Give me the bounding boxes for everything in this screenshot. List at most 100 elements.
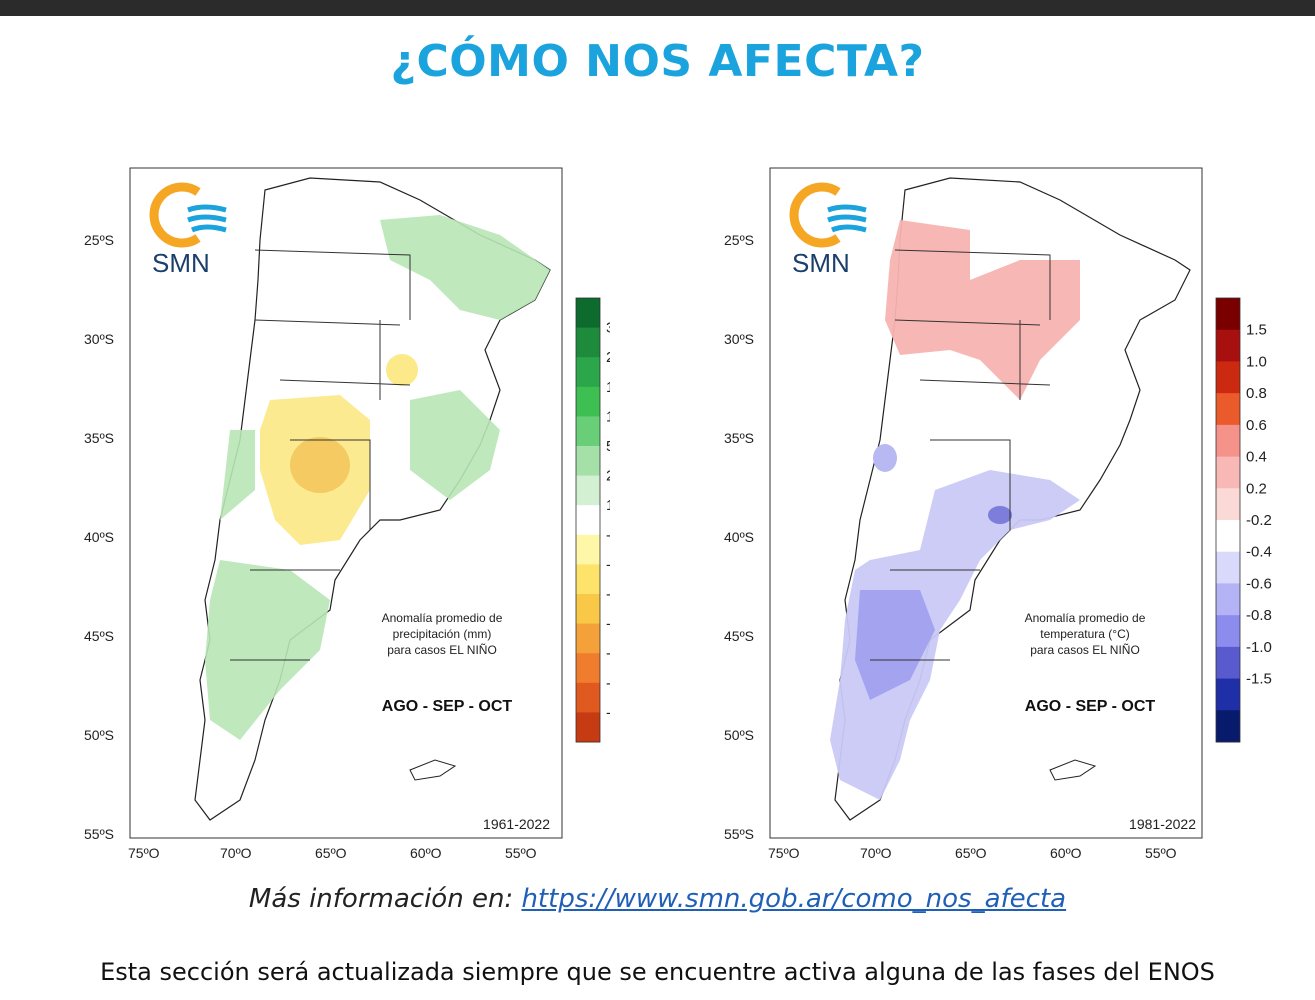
more-info-link[interactable]: https://www.smn.gob.ar/como_nos_afecta (521, 884, 1067, 914)
colorbar-tick-label: -0.4 (1246, 544, 1272, 561)
legend-title-line: Anomalía promedio de (382, 611, 503, 625)
colorbar-swatch (576, 594, 600, 625)
temperature-colorbar: 1.5 1.0 0.8 0.6 0.4 0.2 -0.2 -0.4 -0.6 -0.8 -1.0 -1… (1215, 297, 1272, 743)
smn-label: SMN (152, 248, 210, 278)
colorbar-swatch (1216, 456, 1240, 489)
colorbar-tick-label: -0.2 (1246, 512, 1272, 529)
colorbar-tick-label: 0.2 (1246, 480, 1267, 497)
lat-tick: 45ºS (724, 628, 754, 644)
colorbar-swatch (1216, 393, 1240, 426)
colorbar-tick-label: -50 (606, 586, 610, 603)
colorbar-swatch (576, 505, 600, 536)
colorbar-tick-label: 1.5 (1246, 322, 1267, 339)
colorbar-swatch (576, 416, 600, 447)
precipitation-map: 25ºS 30ºS 35ºS 40ºS 45ºS 50ºS 55ºS 75ºO … (84, 167, 610, 861)
colorbar-swatch (576, 475, 600, 506)
colorbar-tick-label: -10 (606, 527, 610, 544)
colorbar-swatch (1216, 583, 1240, 616)
period-label: 1981-2022 (1129, 816, 1196, 832)
colorbar-tick-label: -300 (606, 704, 610, 721)
colorbar-tick-label: -0.8 (1246, 607, 1272, 624)
colorbar-swatch (1216, 710, 1240, 743)
colorbar-border (575, 297, 601, 743)
colorbar-tick-label: 200 (606, 349, 610, 366)
season-label: AGO - SEP - OCT (1025, 698, 1156, 715)
lat-tick: 35ºS (84, 430, 114, 446)
colorbar-swatch (576, 712, 600, 743)
colorbar-tick-label: -25 (606, 556, 610, 573)
lon-tick: 75ºO (768, 845, 800, 861)
lat-tick: 45ºS (84, 628, 114, 644)
colorbar-swatch (1216, 298, 1240, 331)
colorbar-swatch (576, 534, 600, 565)
colorbar-tick-label: 100 (606, 408, 610, 425)
colorbar-swatch (1216, 424, 1240, 458)
lon-tick: 65ºO (955, 845, 987, 861)
lon-tick: 70ºO (220, 845, 252, 861)
legend-title-line: para casos EL NIÑO (387, 643, 497, 657)
lon-axis: 75ºO 70ºO 65ºO 60ºO 55ºO (768, 845, 1177, 861)
colorbar-tick-label: 10 (606, 497, 610, 514)
lat-tick: 40ºS (724, 529, 754, 545)
colorbar-swatch (1216, 329, 1240, 362)
smn-logo: SMN (789, 182, 867, 278)
legend-title-line: para casos EL NIÑO (1030, 643, 1140, 657)
colorbar-swatch (576, 682, 600, 713)
update-note: Esta sección será actualizada siempre qu… (100, 958, 1215, 986)
colorbar-tick-label: 0.8 (1246, 385, 1267, 402)
colorbar-tick-label: 0.4 (1246, 449, 1267, 466)
colorbar-tick-label: -1.0 (1246, 639, 1272, 656)
lon-tick: 55ºO (505, 845, 537, 861)
colorbar-swatch (576, 298, 600, 329)
lon-tick: 65ºO (315, 845, 347, 861)
more-info-prefix: Más información en: (248, 884, 522, 914)
legend-title-line: Anomalía promedio de (1025, 611, 1146, 625)
colorbar-swatch (1216, 678, 1240, 711)
precipitation-map-panel: 25ºS 30ºS 35ºS 40ºS 45ºS 50ºS 55ºS 75ºO … (80, 160, 610, 870)
colorbar-tick-label: -100 (606, 616, 610, 633)
legend-title-line: temperatura (°C) (1040, 627, 1130, 641)
colorbar-swatch (1216, 615, 1240, 648)
colorbar-tick-label: 25 (606, 468, 610, 485)
top-bar (0, 0, 1315, 16)
temperature-map: 25ºS 30ºS 35ºS 40ºS 45ºS 50ºS 55ºS 75ºO … (724, 167, 1272, 861)
smn-logo: SMN (149, 182, 227, 278)
lat-tick: 50ºS (84, 727, 114, 743)
period-label: 1961-2022 (483, 816, 550, 832)
colorbar-border (1215, 297, 1241, 743)
colorbar-tick-label: 1.0 (1246, 353, 1267, 370)
lat-tick: 25ºS (84, 232, 114, 248)
colorbar-swatch (1216, 646, 1240, 680)
colorbar-tick-label: -150 (606, 645, 610, 662)
page-title: ¿CÓMO NOS AFECTA? (390, 36, 925, 87)
colorbar-swatch (576, 357, 600, 388)
colorbar-swatch (576, 564, 600, 595)
precipitation-colorbar: 300 200 150 100 50 25 10 -10 -25 -50 -100 -150 -200 -… (575, 297, 610, 743)
colorbar-swatch (1216, 361, 1240, 394)
colorbar-swatch (1216, 551, 1240, 584)
colorbar-swatch (576, 446, 600, 477)
lat-axis: 25ºS 30ºS 35ºS 40ºS 45ºS 50ºS 55ºS (724, 232, 754, 842)
lon-axis: 75ºO 70ºO 65ºO 60ºO 55ºO (128, 845, 537, 861)
lon-tick: 60ºO (410, 845, 442, 861)
smn-label: SMN (792, 248, 850, 278)
colorbar-swatch (576, 653, 600, 684)
colorbar-swatch (1216, 520, 1240, 553)
lon-tick: 55ºO (1145, 845, 1177, 861)
colorbar-tick-label: -1.5 (1246, 671, 1272, 688)
season-label: AGO - SEP - OCT (382, 698, 513, 715)
lon-tick: 60ºO (1050, 845, 1082, 861)
temperature-map-panel: 25ºS 30ºS 35ºS 40ºS 45ºS 50ºS 55ºS 75ºO … (720, 160, 1280, 870)
colorbar-tick-label: -0.6 (1246, 575, 1272, 592)
lat-tick: 50ºS (724, 727, 754, 743)
lat-tick: 30ºS (84, 331, 114, 347)
legend-title-line: precipitación (mm) (393, 627, 492, 641)
lat-tick: 30ºS (724, 331, 754, 347)
colorbar-swatch (576, 623, 600, 654)
lat-tick: 40ºS (84, 529, 114, 545)
colorbar-swatch (576, 327, 600, 358)
lat-tick: 55ºS (724, 826, 754, 842)
colorbar-swatch (576, 386, 600, 417)
colorbar-tick-label: 150 (606, 379, 610, 396)
colorbar-tick-label: 300 (606, 320, 610, 337)
